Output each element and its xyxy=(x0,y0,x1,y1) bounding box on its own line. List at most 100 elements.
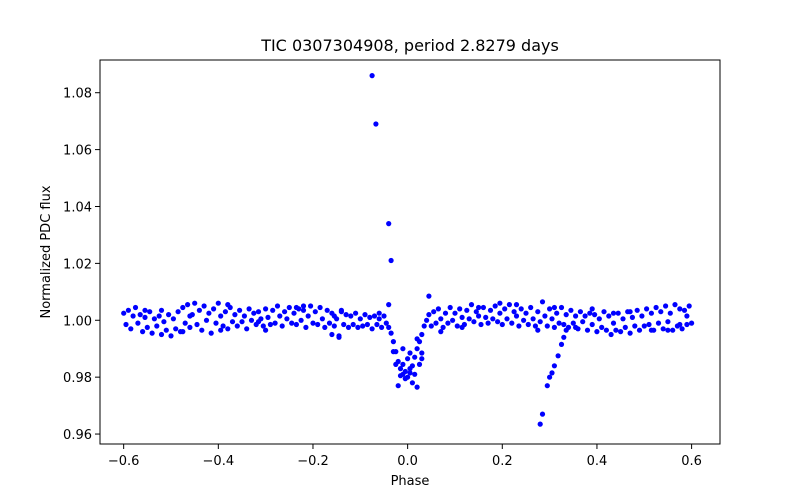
data-point xyxy=(246,306,252,312)
data-point xyxy=(684,313,690,319)
data-point xyxy=(397,366,404,372)
data-point xyxy=(646,321,652,328)
data-point xyxy=(376,310,382,316)
data-point xyxy=(293,321,299,328)
data-point xyxy=(535,309,541,315)
data-point xyxy=(199,327,205,333)
data-point xyxy=(187,313,193,319)
data-point xyxy=(551,324,558,330)
data-point xyxy=(348,313,354,319)
data-point xyxy=(490,316,496,322)
data-point xyxy=(407,350,413,356)
data-point xyxy=(289,320,295,326)
data-point xyxy=(610,310,617,316)
data-point xyxy=(644,306,650,312)
data-point xyxy=(248,317,255,323)
data-point xyxy=(317,304,323,311)
data-point xyxy=(163,327,169,333)
data-point xyxy=(476,313,482,319)
data-point xyxy=(225,326,231,332)
data-point xyxy=(603,327,610,333)
data-point xyxy=(310,320,316,326)
data-point xyxy=(610,320,617,326)
data-point xyxy=(121,310,127,316)
data-point xyxy=(239,319,245,325)
data-point xyxy=(364,321,370,328)
data-point xyxy=(466,316,472,322)
data-point xyxy=(369,326,375,332)
x-axis: −0.6 −0.4 −0.2 0.0 0.2 0.4 0.6 xyxy=(108,444,702,469)
data-point xyxy=(331,323,337,329)
data-point xyxy=(537,421,543,427)
data-point xyxy=(397,373,404,379)
data-point xyxy=(497,310,503,316)
data-point xyxy=(400,346,406,352)
data-point xyxy=(147,309,153,315)
data-point xyxy=(428,323,434,329)
data-point xyxy=(326,320,333,326)
data-point xyxy=(300,307,307,313)
data-point xyxy=(414,336,420,342)
data-point xyxy=(518,306,524,312)
data-point xyxy=(355,324,361,330)
chart-title: TIC 0307304908, period 2.8279 days xyxy=(260,36,559,55)
data-point xyxy=(539,411,546,417)
data-point xyxy=(329,331,335,338)
data-point xyxy=(279,323,285,329)
data-point xyxy=(208,330,214,336)
data-point xyxy=(561,321,567,328)
data-point xyxy=(554,310,560,316)
data-point xyxy=(185,302,191,308)
data-point xyxy=(350,321,356,328)
data-point xyxy=(132,304,139,311)
data-point xyxy=(480,304,486,311)
data-point xyxy=(452,310,458,316)
data-point xyxy=(300,303,307,309)
data-point xyxy=(457,306,463,312)
data-point xyxy=(395,383,401,389)
x-axis-label: Phase xyxy=(391,474,430,489)
data-point xyxy=(298,317,304,323)
data-point xyxy=(431,309,437,315)
data-point xyxy=(241,313,247,319)
data-point xyxy=(362,312,368,318)
x-tick-label: −0.4 xyxy=(203,454,235,469)
data-point xyxy=(509,320,515,326)
data-point xyxy=(513,302,520,308)
data-point xyxy=(542,313,548,319)
data-point xyxy=(549,370,555,376)
data-point xyxy=(272,320,278,326)
data-point xyxy=(225,302,231,308)
data-point xyxy=(622,324,628,330)
data-point xyxy=(353,310,359,316)
data-point xyxy=(282,309,288,315)
data-point xyxy=(419,356,425,362)
data-point xyxy=(315,321,321,328)
data-point xyxy=(544,383,550,389)
data-point xyxy=(123,321,129,328)
y-tick-label: 1.08 xyxy=(63,87,92,102)
data-point xyxy=(587,310,593,316)
data-point xyxy=(665,327,671,333)
x-tick-label: −0.6 xyxy=(108,454,140,469)
data-point xyxy=(627,330,633,336)
data-point xyxy=(608,331,614,338)
data-point xyxy=(502,306,508,312)
data-point xyxy=(232,312,238,318)
data-point xyxy=(499,321,505,328)
y-tick-label: 1.00 xyxy=(63,314,92,329)
data-point xyxy=(558,341,565,347)
data-point xyxy=(130,313,136,319)
data-point xyxy=(360,323,366,329)
data-point xyxy=(137,312,143,318)
data-point xyxy=(648,327,655,333)
data-point xyxy=(135,320,141,326)
data-point xyxy=(438,316,444,322)
data-point xyxy=(263,306,269,312)
data-point xyxy=(582,313,588,319)
data-point xyxy=(684,321,690,328)
data-point xyxy=(648,310,655,316)
data-point xyxy=(338,307,344,313)
x-tick-label: 0.6 xyxy=(681,454,702,469)
data-point xyxy=(629,314,636,320)
